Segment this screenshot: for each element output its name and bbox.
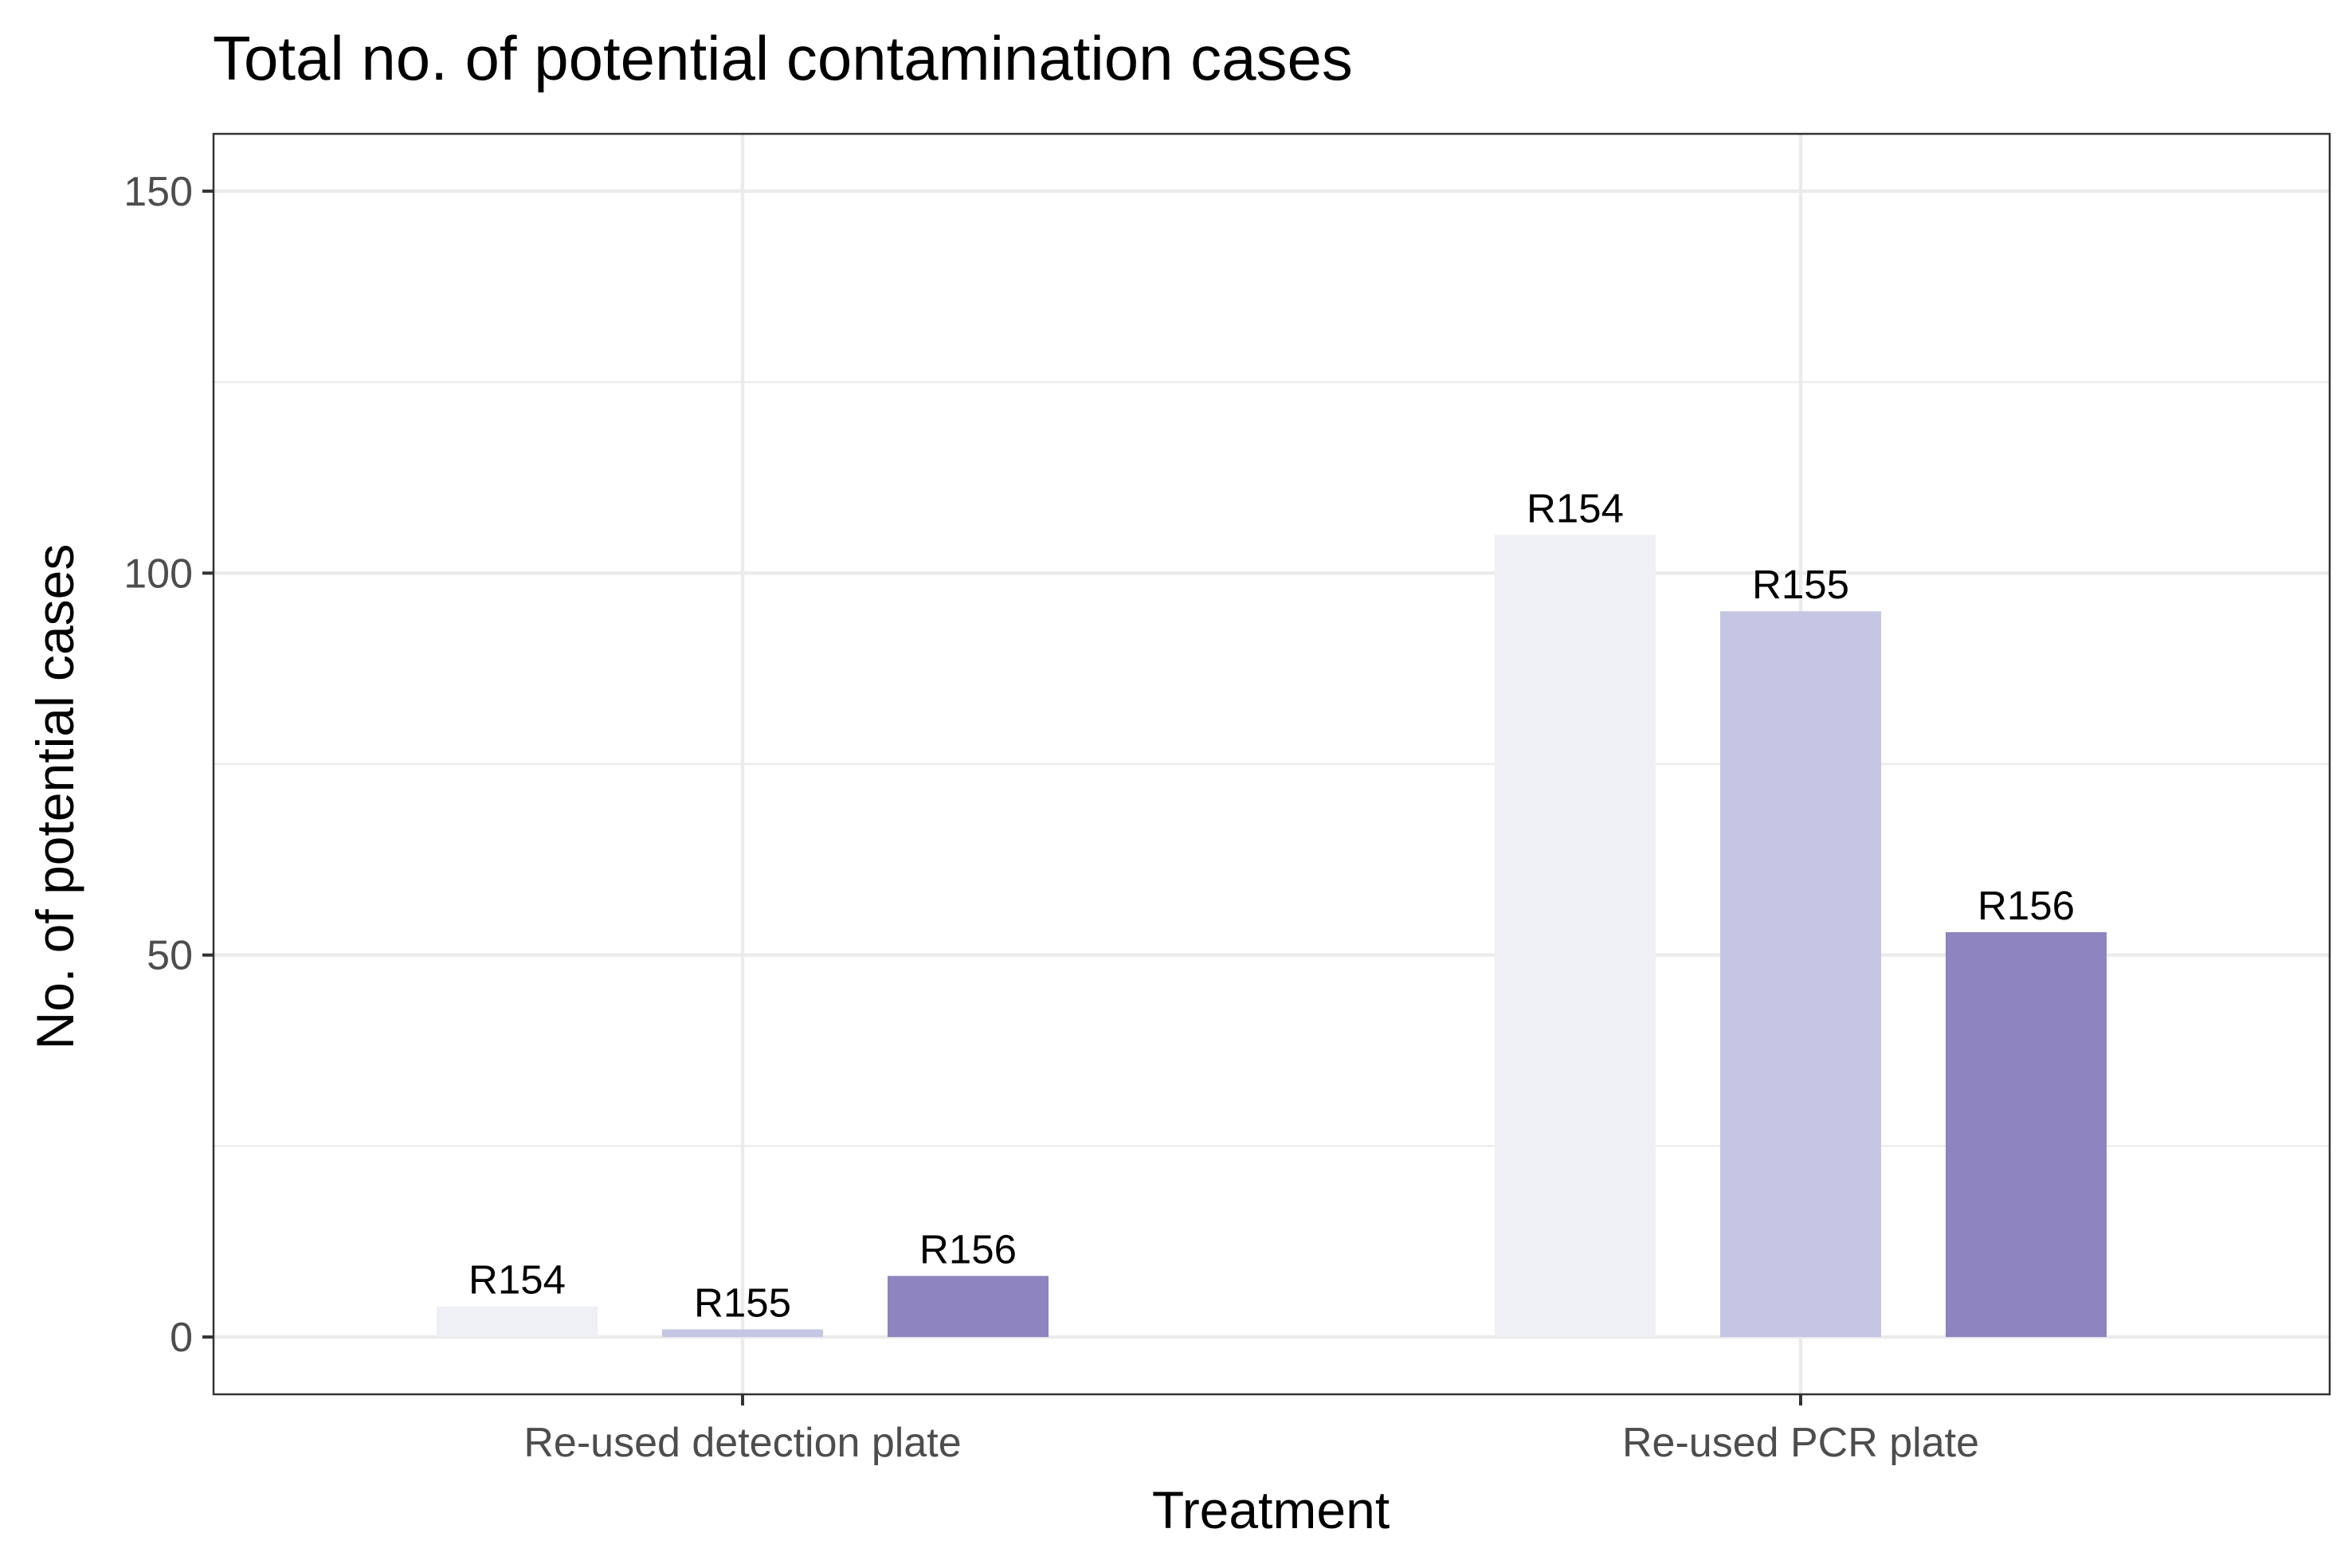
bar-label-r156: R156	[919, 1226, 1017, 1272]
x-tick-label: Re-used detection plate	[523, 1420, 961, 1466]
y-tick-label: 0	[170, 1315, 193, 1361]
chart-title: Total no. of potential contamination cas…	[213, 23, 1353, 93]
y-tick-label: 50	[147, 933, 193, 979]
x-tick-label: Re-used PCR plate	[1622, 1420, 1979, 1466]
bar-r155	[1720, 611, 1881, 1338]
plot-border	[212, 132, 2331, 1396]
bar-label-r155: R155	[694, 1280, 791, 1326]
bar-r155	[662, 1329, 823, 1338]
bar-label-r154: R154	[1527, 485, 1624, 531]
y-tick-label: 150	[123, 169, 193, 215]
x-axis-title: Treatment	[1152, 1480, 1390, 1539]
y-axis-title: No. of potential cases	[25, 544, 84, 1050]
bar-r154	[437, 1306, 598, 1338]
bar-r156	[1946, 931, 2107, 1338]
bar-label-r155: R155	[1752, 562, 1849, 607]
bar-label-r156: R156	[1978, 883, 2075, 928]
bar-r156	[888, 1276, 1049, 1338]
bar-r154	[1495, 535, 1656, 1338]
plot-panel: 0 50 100 150 R154 R155 R156 R154 R155 R156 Re-used…	[123, 132, 2331, 1466]
bar-label-r154: R154	[468, 1257, 566, 1303]
y-tick-label: 100	[123, 551, 193, 597]
